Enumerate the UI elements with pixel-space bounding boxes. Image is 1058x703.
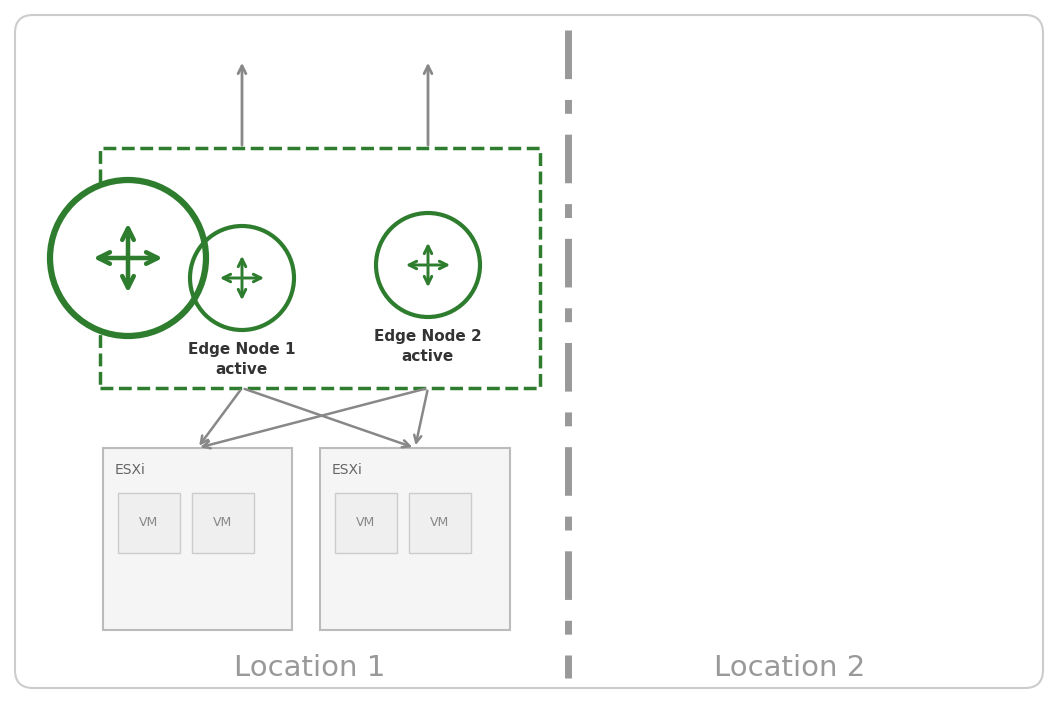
- Circle shape: [190, 226, 294, 330]
- FancyBboxPatch shape: [409, 493, 471, 553]
- Text: ESXi: ESXi: [115, 463, 146, 477]
- Text: ESXi: ESXi: [332, 463, 363, 477]
- Text: VM: VM: [357, 517, 376, 529]
- FancyBboxPatch shape: [15, 15, 1043, 688]
- Circle shape: [376, 213, 480, 317]
- Text: VM: VM: [431, 517, 450, 529]
- Text: Location 1: Location 1: [234, 654, 386, 682]
- Text: Location 2: Location 2: [714, 654, 865, 682]
- Text: Edge Node 1
active: Edge Node 1 active: [188, 342, 296, 377]
- Circle shape: [50, 180, 206, 336]
- FancyBboxPatch shape: [191, 493, 254, 553]
- FancyBboxPatch shape: [118, 493, 180, 553]
- Text: VM: VM: [140, 517, 159, 529]
- Text: VM: VM: [214, 517, 233, 529]
- FancyBboxPatch shape: [335, 493, 397, 553]
- FancyBboxPatch shape: [320, 448, 510, 630]
- FancyBboxPatch shape: [103, 448, 292, 630]
- Text: Edge Node 2
active: Edge Node 2 active: [375, 329, 481, 363]
